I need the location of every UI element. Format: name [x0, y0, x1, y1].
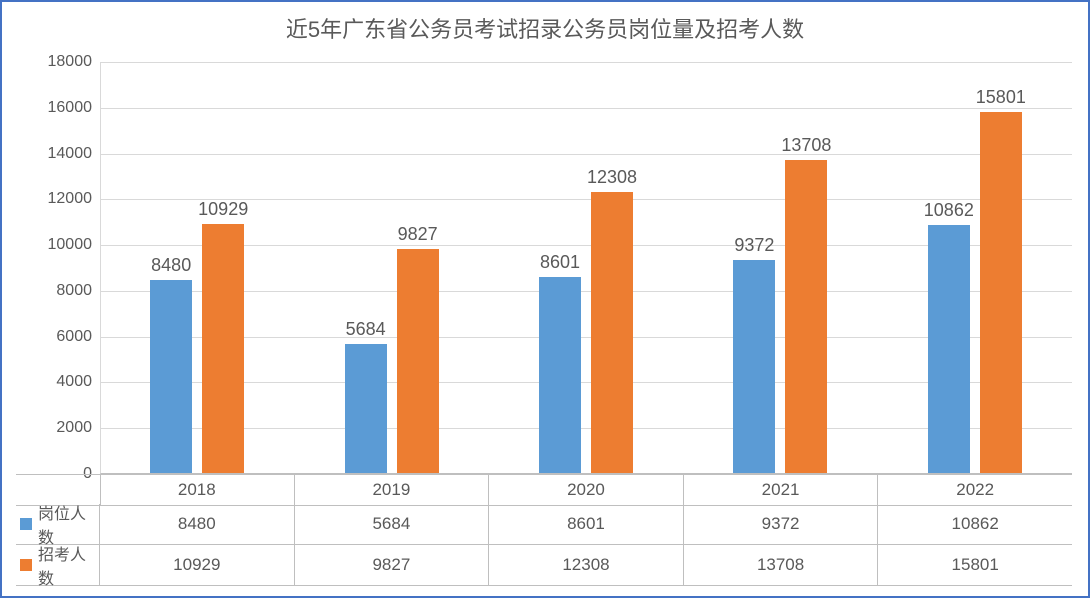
table-cell: 9827	[295, 545, 490, 585]
bar-groups: 8480109295684982786011230893721370810862…	[100, 62, 1072, 474]
bar-group: 56849827	[294, 62, 488, 474]
table-cell: 10862	[878, 504, 1072, 544]
recruits-bar: 10929	[202, 224, 244, 474]
y-tick-label: 12000	[12, 190, 92, 208]
y-tick-label: 6000	[12, 328, 92, 346]
x-axis-categories: 20182019202020212022	[100, 474, 1072, 506]
recruits-bar: 15801	[980, 112, 1022, 474]
x-category-label: 2020	[489, 475, 684, 505]
y-tick-label: 4000	[12, 373, 92, 391]
y-tick-label: 10000	[12, 236, 92, 254]
bar-value-label: 5684	[346, 319, 386, 344]
legend-label: 招考人数	[38, 541, 99, 589]
bar-value-label: 8480	[151, 255, 191, 280]
y-tick-label: 18000	[12, 53, 92, 71]
legend-swatch	[20, 518, 32, 530]
bar-value-label: 8601	[540, 252, 580, 277]
bar-group: 1086215801	[878, 62, 1072, 474]
legend-swatch	[20, 559, 32, 571]
y-tick-label: 2000	[12, 419, 92, 437]
bar-value-label: 10862	[924, 200, 974, 225]
bar-value-label: 15801	[976, 87, 1026, 112]
bar-group: 848010929	[100, 62, 294, 474]
y-tick-label: 14000	[12, 145, 92, 163]
table-cell: 8601	[489, 504, 684, 544]
y-tick-label: 8000	[12, 282, 92, 300]
recruits-bar: 13708	[785, 160, 827, 474]
bar-value-label: 13708	[781, 135, 831, 160]
x-category-label: 2019	[295, 475, 490, 505]
chart-title: 近5年广东省公务员考试招录公务员岗位量及招考人数	[2, 12, 1088, 44]
bar-value-label: 9827	[398, 224, 438, 249]
table-cell: 5684	[295, 504, 490, 544]
table-row: 岗位人数848056848601937210862	[16, 504, 1072, 544]
x-category-label: 2021	[684, 475, 879, 505]
y-tick-label: 16000	[12, 99, 92, 117]
table-cell: 8480	[100, 504, 295, 544]
bar-group: 937213708	[683, 62, 877, 474]
legend-item: 招考人数	[16, 545, 100, 585]
positions-bar: 10862	[928, 225, 970, 474]
positions-bar: 8480	[150, 280, 192, 474]
chart-container: 近5年广东省公务员考试招录公务员岗位量及招考人数 020004000600080…	[0, 0, 1090, 598]
x-category-label: 2022	[878, 475, 1072, 505]
table-row: 招考人数109299827123081370815801	[16, 544, 1072, 585]
y-axis: 0200040006000800010000120001400016000180…	[12, 62, 92, 474]
table-cell: 13708	[684, 545, 879, 585]
bar-value-label: 9372	[734, 235, 774, 260]
recruits-bar: 12308	[591, 192, 633, 474]
bar-value-label: 10929	[198, 199, 248, 224]
positions-bar: 5684	[345, 344, 387, 474]
table-cell: 10929	[100, 545, 295, 585]
table-cell: 9372	[684, 504, 879, 544]
positions-bar: 8601	[539, 277, 581, 474]
recruits-bar: 9827	[397, 249, 439, 474]
table-cell: 12308	[489, 545, 684, 585]
positions-bar: 9372	[733, 260, 775, 475]
legend-item: 岗位人数	[16, 504, 100, 544]
x-category-label: 2018	[100, 475, 295, 505]
bar-value-label: 12308	[587, 167, 637, 192]
table-cell: 15801	[878, 545, 1072, 585]
plot-area: 0200040006000800010000120001400016000180…	[100, 62, 1072, 474]
bar-group: 860112308	[489, 62, 683, 474]
data-table: 岗位人数848056848601937210862招考人数10929982712…	[16, 504, 1072, 586]
